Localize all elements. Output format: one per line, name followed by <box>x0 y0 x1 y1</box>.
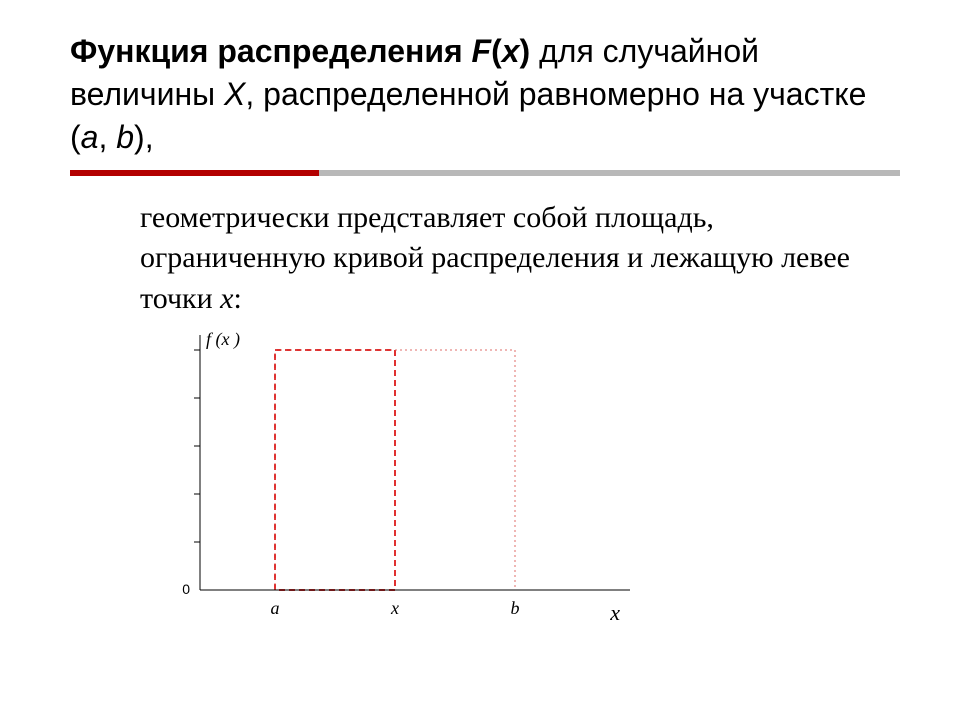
title-end: ), <box>134 119 154 155</box>
title-X: X <box>224 76 245 112</box>
svg-text:x: x <box>609 600 620 625</box>
title-F: F <box>472 33 492 69</box>
svg-text:x: x <box>390 598 399 618</box>
svg-text:0: 0 <box>182 581 190 597</box>
title-a: a <box>81 119 99 155</box>
svg-text:b: b <box>511 598 520 618</box>
body-text: геометрически представляет собой площадь… <box>70 198 900 320</box>
distribution-chart: f (x ) 0 a x b x <box>140 325 645 625</box>
body-colon: : <box>233 282 241 315</box>
title-bold: Функция распределения <box>70 33 472 69</box>
body-x: x <box>220 282 233 315</box>
title-open: ( <box>491 33 502 69</box>
slide-title: Функция распределения F(x) для случайной… <box>70 30 900 160</box>
body-main: геометрически представляет собой площадь… <box>140 201 850 315</box>
title-close: ) <box>520 33 531 69</box>
title-x: x <box>502 33 520 69</box>
chart-container: f (x ) 0 a x b x <box>70 325 900 625</box>
title-mid: , <box>98 119 116 155</box>
svg-text:f (x ): f (x ) <box>206 329 240 350</box>
svg-text:a: a <box>271 598 280 618</box>
title-b: b <box>116 119 134 155</box>
title-underline <box>70 170 900 176</box>
